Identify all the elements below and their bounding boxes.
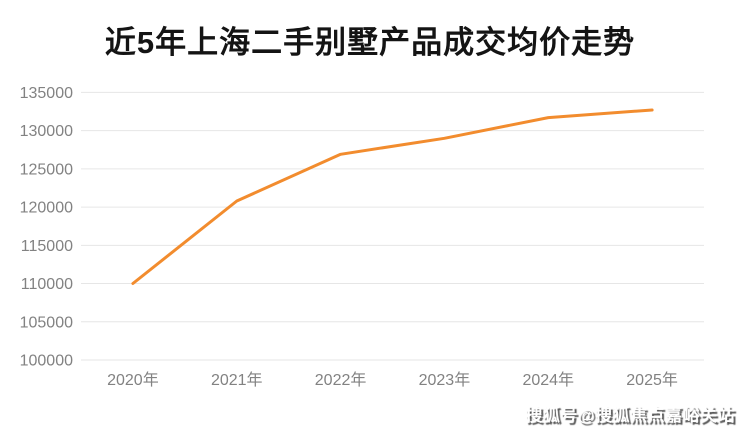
y-axis-tick-label: 105000 [20,314,73,331]
chart-title: 近5年上海二手别墅产品成交均价走势 [104,25,636,60]
watermark-text: 搜狐号@搜狐焦点嘉峪关站 [525,406,735,425]
x-axis-tick-label: 2025年 [626,371,678,389]
y-axis-tick-label: 120000 [20,200,73,217]
y-axis-tick-label: 115000 [21,238,73,255]
price-trend-line [131,108,654,285]
x-axis-tick-label: 2024年 [522,371,574,389]
x-axis-tick-label: 2021年 [211,371,263,389]
x-axis-tick-label: 2020年 [107,371,159,389]
y-axis-tick-label: 100000 [20,353,73,370]
y-axis-tick-label: 125000 [20,161,73,178]
x-axis-tick-label: 2023年 [419,371,471,389]
y-axis-tick-label: 110000 [21,276,73,293]
y-axis-tick-label: 135000 [20,85,73,102]
x-axis-tick-label: 2022年 [315,371,367,389]
y-axis-tick-label: 130000 [20,123,73,140]
